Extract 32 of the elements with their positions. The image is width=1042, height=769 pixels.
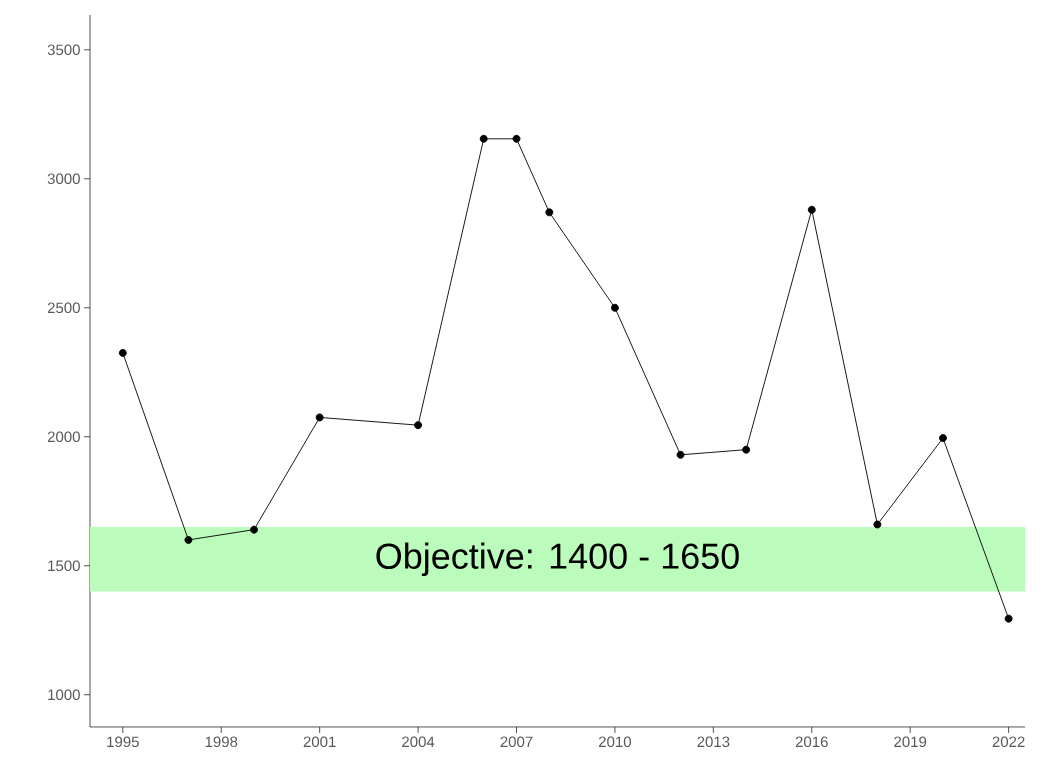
y-tick-label: 1500 [48,560,80,572]
x-tick-label: 2022 [992,736,1025,748]
y-tick-label: 3500 [47,44,80,56]
point [512,134,521,143]
x-tick-label: 2010 [598,736,632,748]
point [610,303,619,312]
point [250,525,258,534]
point [873,520,882,529]
y-tick-label: 2500 [47,302,80,314]
point [184,536,193,544]
point [545,208,554,217]
x-tick-label: 2016 [795,736,828,748]
y-tick-label: 1000 [48,689,80,701]
point [807,205,816,214]
point [315,413,324,422]
x-tick-label: 2001 [303,736,336,748]
x-tick-label: 1998 [205,736,238,748]
x-tick-label: 2004 [402,736,435,748]
point [414,421,423,430]
band-label: Objective: 1400 - 1650 [376,542,739,577]
point [1004,614,1013,623]
point [939,434,947,443]
x-tick-label: 2013 [697,736,730,748]
x-tick-label: 1995 [107,736,139,748]
y-tick-label: 2000 [47,431,80,443]
point [479,134,488,143]
point [742,445,751,454]
y-tick-label: 3000 [47,173,80,185]
point [676,450,685,459]
point [118,348,127,357]
x-tick-label: 2007 [500,736,533,748]
x-tick-label: 2019 [894,736,927,748]
